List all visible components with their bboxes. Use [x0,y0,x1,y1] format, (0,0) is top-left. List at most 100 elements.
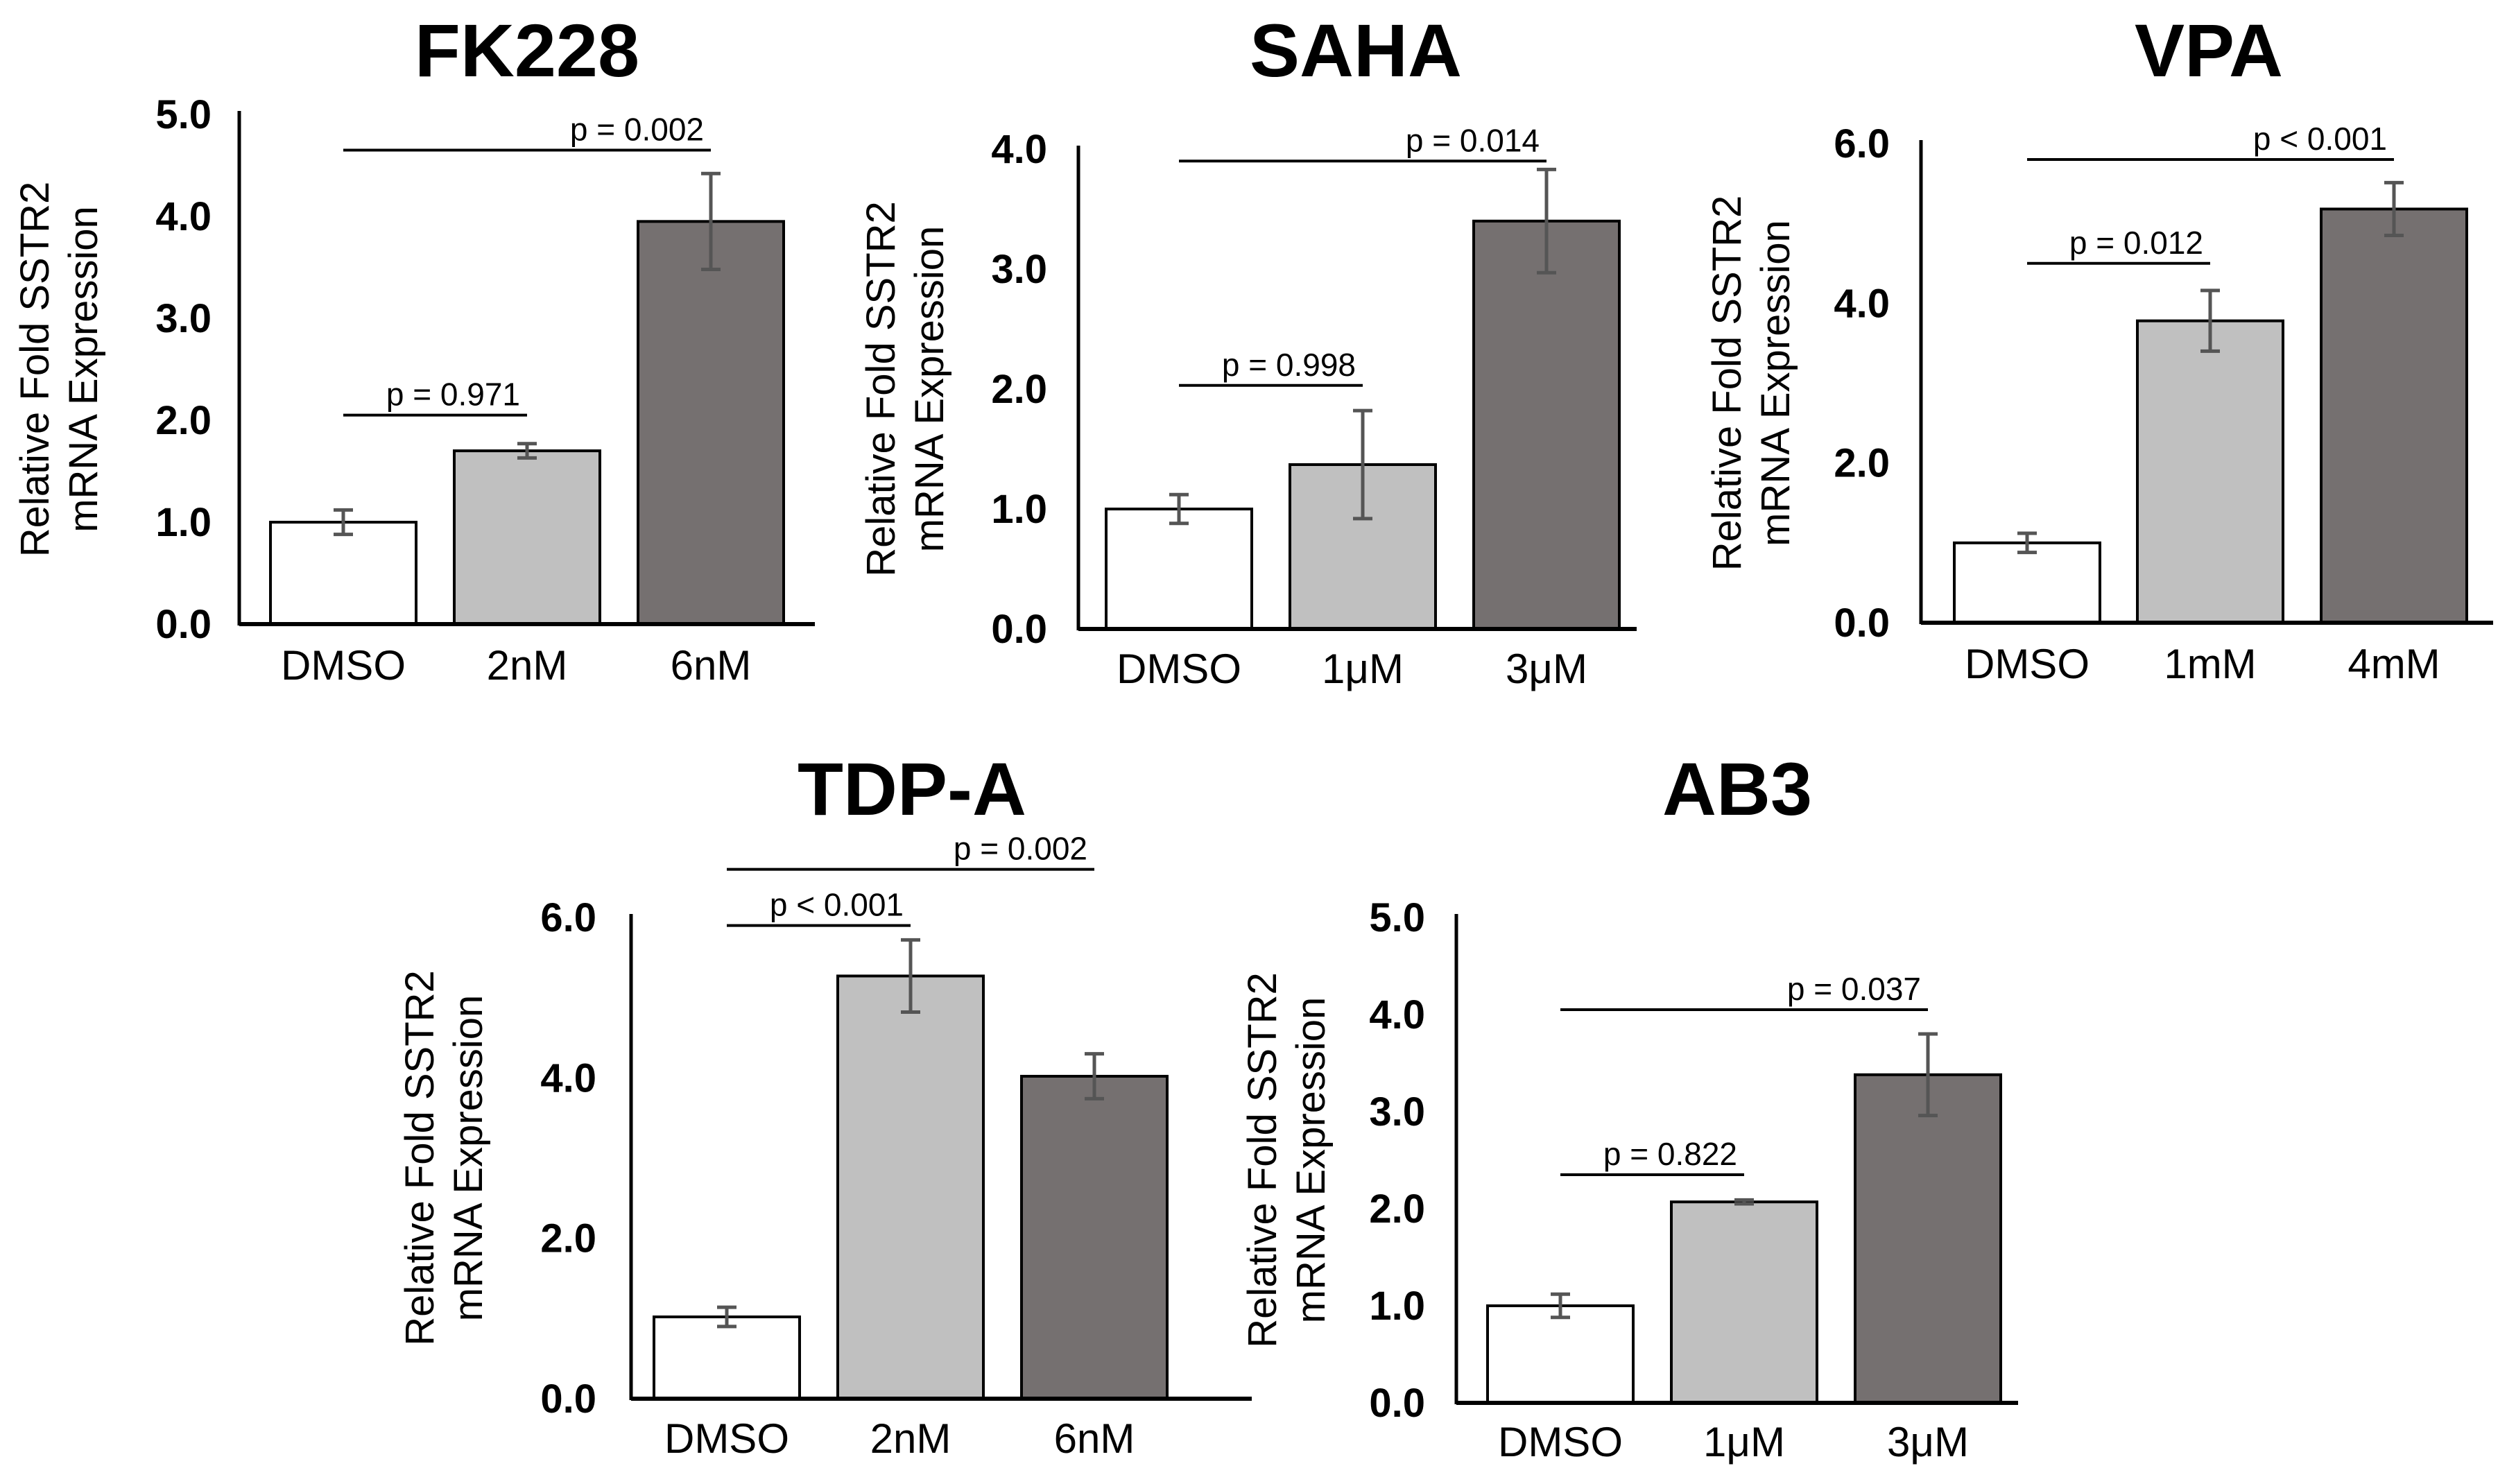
y-tick-label: 3.0 [155,296,212,341]
p-value-label: p = 0.002 [954,831,1087,867]
chart-panel-saha: SAHA Relative Fold SSTR2 mRNA Expression 0.… [859,8,1637,692]
category-label: 1mM [2164,641,2256,687]
category-label: 6nM [671,642,752,689]
error-bar [2384,180,2404,237]
error-bar [717,1305,736,1329]
p-value-label: p < 0.001 [2253,121,2387,157]
bar-dmso [1105,508,1253,630]
p-value-label: p = 0.012 [2069,225,2203,261]
error-bar [1353,408,1372,521]
y-axis-label: Relative Fold SSTR2 [397,970,442,1346]
category-label: 6nM [1054,1415,1135,1462]
y-tick-label: 4.0 [155,194,212,239]
y-tick-label: 5.0 [155,92,212,137]
bar-2nm [836,974,985,1400]
p-value-label: p = 0.037 [1787,971,1921,1007]
bar-6nm [1020,1075,1169,1401]
bar-4mm [2320,207,2468,625]
chart-title: TDP-A [798,747,1026,831]
error-bar [1918,1032,1938,1118]
category-label: DMSO [1965,641,2090,687]
bar-dmso [269,521,417,625]
y-tick-label: 0.0 [1369,1381,1425,1426]
p-value-label: p = 0.014 [1406,122,1540,158]
error-bar [2017,531,2037,555]
y-tick-label: 1.0 [1369,1284,1425,1329]
y-axis-label: Relative Fold SSTR2 [859,201,904,577]
y-tick-label: 4.0 [991,127,1047,172]
bar-1mm [2136,319,2284,624]
bar-3μm [1854,1073,2002,1405]
y-axis-label: mRNA Expression [1289,997,1334,1324]
error-bar [2200,288,2220,353]
p-value-label: p = 0.822 [1603,1136,1737,1172]
p-value-label: p = 0.998 [1222,347,1356,383]
category-label: 4mM [2347,641,2440,687]
error-bar [517,442,537,460]
bar-2nm [453,449,601,625]
category-label: DMSO [281,642,406,689]
error-bar [1085,1052,1104,1101]
bar-dmso [1486,1304,1635,1404]
category-label: 3μM [1506,646,1587,692]
y-tick-label: 4.0 [1369,992,1425,1037]
y-tick-label: 3.0 [1369,1089,1425,1134]
error-bar [1734,1198,1754,1206]
chart-panel-fk228: FK228 Relative Fold SSTR2 mRNA Expression 0… [12,8,815,689]
y-tick-label: 0.0 [991,607,1047,652]
y-tick-label: 2.0 [1834,441,1890,486]
category-label: DMSO [1117,646,1241,692]
y-axis-label: mRNA Expression [446,995,491,1322]
y-tick-label: 2.0 [991,367,1047,412]
y-axis-label: mRNA Expression [61,206,106,533]
chart-title: VPA [2135,8,2283,92]
error-bar [1537,167,1556,275]
y-tick-label: 2.0 [540,1216,596,1261]
y-tick-label: 0.0 [540,1377,596,1422]
y-axis-label: Relative Fold SSTR2 [1240,972,1285,1348]
p-value-label: p < 0.001 [770,887,904,923]
category-label: 1μM [1322,646,1404,692]
error-bar [1169,492,1189,526]
y-tick-label: 2.0 [1369,1187,1425,1232]
chart-title: AB3 [1662,747,1812,831]
error-bar [901,938,920,1014]
y-axis-label: Relative Fold SSTR2 [12,182,58,558]
y-tick-label: 1.0 [155,500,212,545]
error-bar [334,508,353,537]
category-label: 2nM [487,642,568,689]
y-tick-label: 0.0 [155,602,212,647]
y-tick-label: 4.0 [1834,281,1890,326]
y-tick-label: 3.0 [991,247,1047,292]
chart-panel-ab3: AB3 Relative Fold SSTR2 mRNA Expression 0.0… [1240,747,2018,1465]
y-tick-label: 4.0 [540,1055,596,1101]
y-axis-label: mRNA Expression [1753,220,1798,546]
chart-title: FK228 [415,8,639,92]
category-label: 3μM [1887,1419,1969,1465]
error-bar [701,171,721,271]
category-label: 1μM [1703,1419,1785,1465]
y-tick-label: 6.0 [1834,121,1890,166]
bar-dmso [1953,541,2101,624]
y-axis-label: mRNA Expression [907,226,952,553]
p-value-label: p = 0.002 [570,111,704,147]
category-label: DMSO [664,1415,789,1462]
p-value-label: p = 0.971 [386,377,520,413]
bar-3μm [1472,219,1621,630]
y-tick-label: 5.0 [1369,895,1425,940]
y-axis-label: Relative Fold SSTR2 [1705,196,1750,571]
y-tick-label: 6.0 [540,895,596,940]
chart-panel-tdp-a: TDP-A Relative Fold SSTR2 mRNA Expression 0… [397,747,1252,1462]
bar-6nm [637,220,785,626]
category-label: DMSO [1498,1419,1623,1465]
chart-title: SAHA [1250,8,1462,92]
y-tick-label: 1.0 [991,487,1047,532]
y-tick-label: 2.0 [155,398,212,443]
bar-dmso [653,1315,801,1401]
category-label: 2nM [870,1415,951,1462]
chart-panel-vpa: VPA Relative Fold SSTR2 mRNA Expression 0.0… [1705,8,2493,687]
error-bar [1551,1292,1570,1320]
y-tick-label: 0.0 [1834,601,1890,646]
bar-1μm [1670,1200,1818,1404]
